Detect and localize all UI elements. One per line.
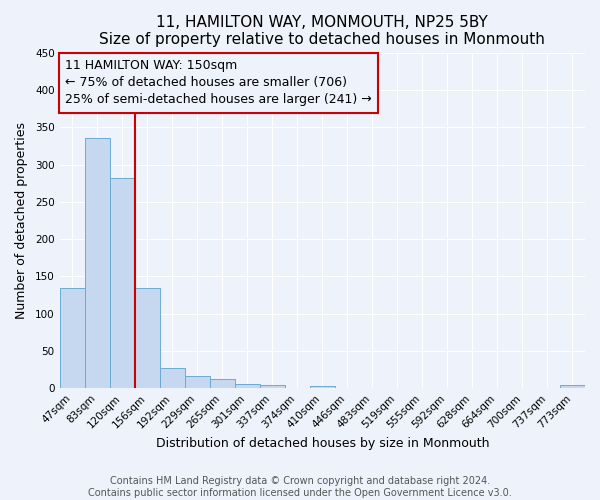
Bar <box>134 288 160 388</box>
Y-axis label: Number of detached properties: Number of detached properties <box>15 122 28 319</box>
Bar <box>209 378 235 388</box>
Bar <box>185 376 209 388</box>
Bar <box>160 368 185 388</box>
Text: Contains HM Land Registry data © Crown copyright and database right 2024.
Contai: Contains HM Land Registry data © Crown c… <box>88 476 512 498</box>
Title: 11, HAMILTON WAY, MONMOUTH, NP25 5BY
Size of property relative to detached house: 11, HAMILTON WAY, MONMOUTH, NP25 5BY Siz… <box>100 15 545 48</box>
Bar <box>85 138 110 388</box>
Bar <box>310 386 335 388</box>
X-axis label: Distribution of detached houses by size in Monmouth: Distribution of detached houses by size … <box>155 437 489 450</box>
Bar <box>59 288 85 388</box>
Bar <box>235 384 260 388</box>
Bar <box>260 384 285 388</box>
Text: 11 HAMILTON WAY: 150sqm
← 75% of detached houses are smaller (706)
25% of semi-d: 11 HAMILTON WAY: 150sqm ← 75% of detache… <box>65 60 371 106</box>
Bar <box>560 384 585 388</box>
Bar <box>110 178 134 388</box>
